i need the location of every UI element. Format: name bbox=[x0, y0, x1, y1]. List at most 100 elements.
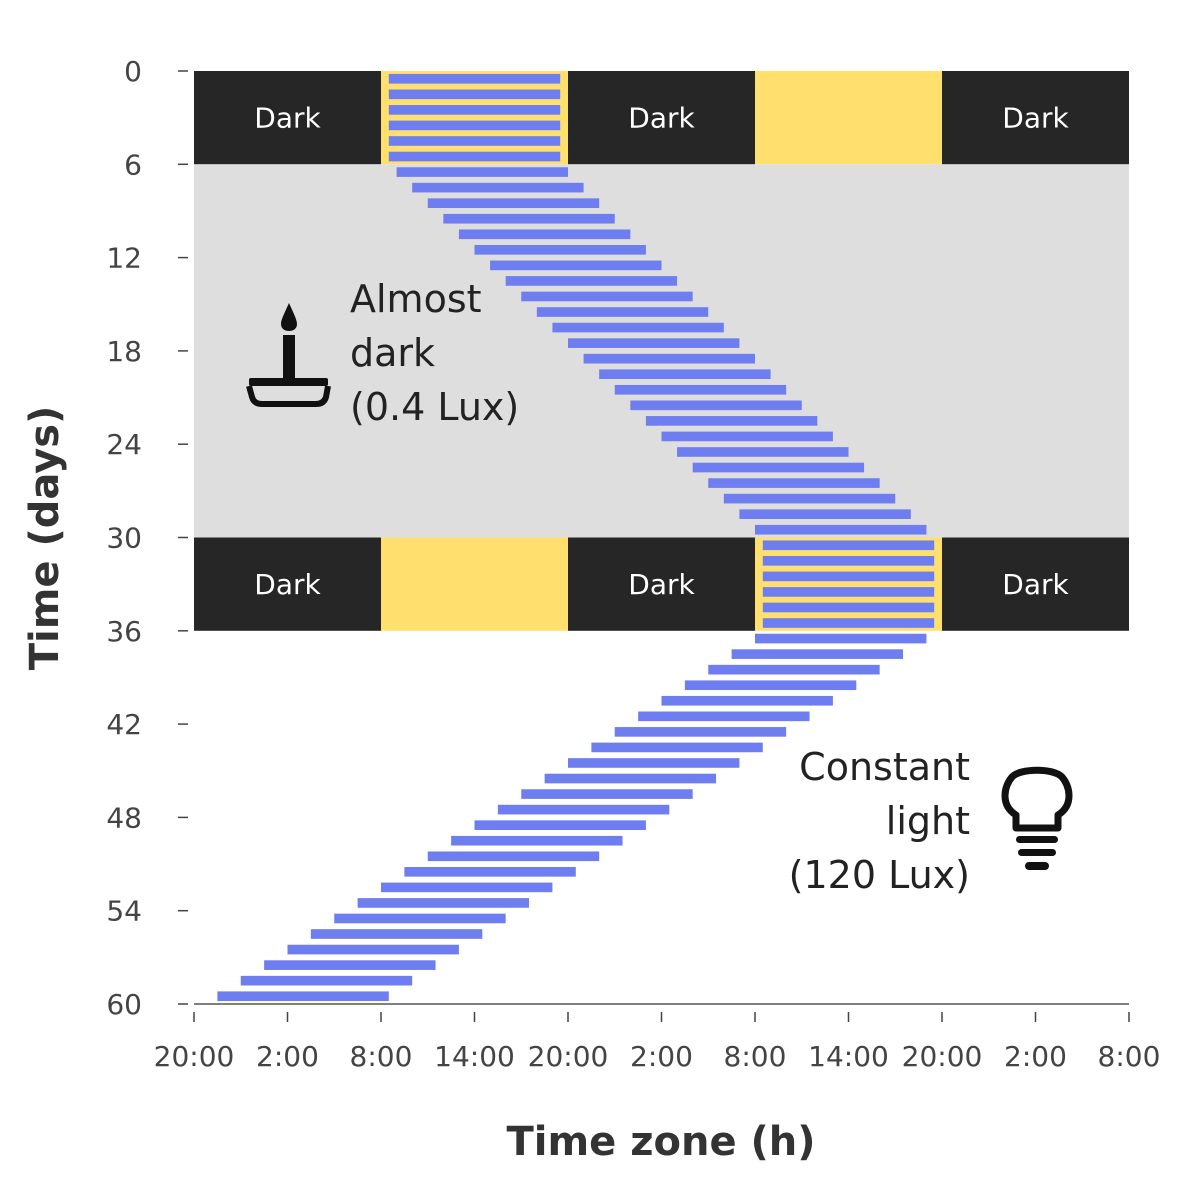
ticks: 0 6 12 18 24 30 36 42 48 54 60 20:00 2:00 8:00 14:00 20… bbox=[106, 55, 1160, 1073]
activity-bar bbox=[661, 695, 833, 706]
x-tick-label: 8:00 bbox=[724, 1040, 787, 1073]
dark-band-label: Dark bbox=[628, 568, 695, 601]
activity-bar bbox=[505, 276, 678, 286]
activity-bar bbox=[388, 105, 561, 115]
activity-bar bbox=[490, 260, 662, 271]
activity-bar bbox=[264, 960, 436, 970]
dark-band-label: Dark bbox=[628, 102, 695, 135]
x-axis-title: Time zone (h) bbox=[506, 1119, 815, 1165]
y-tick-label: 48 bbox=[106, 801, 142, 834]
activity-bar bbox=[396, 167, 568, 177]
candle-icon bbox=[246, 303, 331, 407]
activity-bar bbox=[755, 633, 927, 644]
x-tick-label: 2:00 bbox=[256, 1040, 319, 1073]
x-tick-label: 2:00 bbox=[1004, 1040, 1067, 1073]
activity-bar bbox=[645, 416, 818, 426]
x-tick-label: 8:00 bbox=[350, 1040, 413, 1073]
activity-bar bbox=[458, 229, 631, 240]
y-tick-label: 6 bbox=[124, 148, 142, 181]
y-tick-label: 18 bbox=[106, 335, 142, 368]
activity-bar bbox=[708, 478, 880, 488]
y-tick-label: 30 bbox=[106, 522, 142, 555]
activity-bar bbox=[357, 898, 530, 908]
activity-bar bbox=[552, 322, 724, 333]
activity-bar bbox=[762, 556, 935, 566]
activity-bar bbox=[443, 213, 615, 224]
activity-bar bbox=[630, 400, 802, 411]
activity-bar bbox=[762, 618, 935, 628]
x-tick-label: 14:00 bbox=[434, 1040, 515, 1073]
activity-bar bbox=[708, 664, 880, 675]
activity-bar bbox=[381, 882, 553, 893]
activity-bar bbox=[427, 198, 600, 208]
activity-bar bbox=[388, 151, 561, 162]
constant-light-label-line2: light bbox=[886, 799, 970, 843]
activity-bar bbox=[739, 509, 911, 519]
activity-bar bbox=[684, 680, 857, 691]
activity-bar bbox=[310, 929, 483, 939]
activity-bar bbox=[451, 835, 623, 846]
activity-bar bbox=[638, 711, 810, 722]
dark-band-rect bbox=[568, 71, 755, 165]
activity-bar bbox=[591, 742, 763, 753]
x-tick-label: 2:00 bbox=[630, 1040, 693, 1073]
activity-bar bbox=[217, 991, 389, 1002]
activity-bar bbox=[388, 136, 561, 146]
constant-light-label-line3: (120 Lux) bbox=[789, 853, 970, 897]
y-tick-label: 12 bbox=[106, 242, 142, 275]
y-tick-label: 54 bbox=[106, 895, 142, 928]
activity-bar bbox=[427, 851, 600, 862]
dark-band-labels: Dark Dark Dark Dark Dark Dark bbox=[254, 102, 1069, 602]
activity-bar bbox=[614, 384, 787, 395]
y-tick-label: 24 bbox=[106, 428, 142, 461]
dark-band-label: Dark bbox=[1002, 102, 1069, 135]
activity-bar bbox=[731, 649, 904, 659]
activity-bar bbox=[412, 182, 584, 193]
activity-bar bbox=[474, 820, 646, 830]
activity-bar bbox=[755, 524, 927, 535]
dark-band-rect bbox=[194, 537, 381, 631]
dark-band-rect bbox=[568, 537, 755, 631]
y-axis-title: Time (days) bbox=[22, 406, 68, 671]
almost-dark-label-line1: Almost bbox=[350, 277, 482, 321]
almost-dark-label-line2: dark bbox=[350, 331, 435, 375]
activity-bar bbox=[388, 73, 561, 84]
activity-bar bbox=[544, 773, 717, 784]
activity-bar bbox=[474, 245, 646, 255]
x-tick-label: 8:00 bbox=[1098, 1040, 1161, 1073]
activity-bar bbox=[521, 789, 693, 799]
dark-band-rect bbox=[942, 71, 1129, 165]
x-tick-label: 14:00 bbox=[808, 1040, 889, 1073]
activity-bar bbox=[388, 89, 561, 100]
activity-bar bbox=[334, 913, 506, 924]
almost-dark-region bbox=[194, 164, 1129, 538]
activity-bar bbox=[404, 867, 576, 877]
y-tick-label: 0 bbox=[124, 55, 142, 88]
activity-bar bbox=[583, 353, 755, 364]
x-tick-label: 20:00 bbox=[154, 1040, 235, 1073]
light-band-rect bbox=[755, 537, 942, 631]
dark-band-label: Dark bbox=[254, 568, 321, 601]
activity-bar bbox=[536, 307, 709, 317]
background-bands bbox=[194, 71, 1129, 631]
activity-bar bbox=[568, 758, 740, 768]
light-band-rect bbox=[381, 537, 568, 631]
y-tick-label: 42 bbox=[106, 708, 142, 741]
activity-bar bbox=[762, 587, 935, 597]
activity-bar bbox=[762, 602, 935, 613]
activity-bar bbox=[599, 369, 771, 380]
dark-band-label: Dark bbox=[254, 102, 321, 135]
activity-bar bbox=[723, 493, 896, 504]
activity-bar bbox=[762, 540, 935, 551]
y-tick-label: 36 bbox=[106, 615, 142, 648]
activity-bar bbox=[240, 975, 413, 986]
almost-dark-label-line3: (0.4 Lux) bbox=[350, 385, 519, 429]
constant-light-label-line1: Constant bbox=[799, 745, 970, 789]
activity-bar bbox=[287, 944, 459, 955]
activity-bar bbox=[762, 571, 935, 582]
light-band-rect bbox=[381, 71, 568, 165]
y-tick-label: 60 bbox=[106, 988, 142, 1021]
activity-bar bbox=[521, 291, 693, 302]
activity-bar bbox=[568, 338, 740, 348]
